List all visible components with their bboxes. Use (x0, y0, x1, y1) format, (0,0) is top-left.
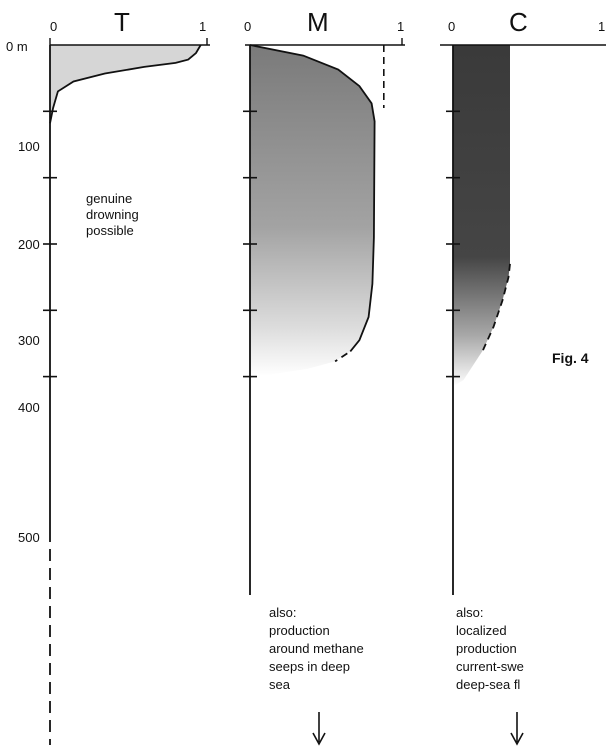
area-fill (250, 45, 375, 377)
panel-title: M (307, 7, 329, 37)
note-line: drowning (86, 207, 139, 222)
depth-unit-label: 0 m (6, 39, 28, 54)
x-tick-label: 0 (448, 19, 455, 34)
depth-tick-label: 100 (18, 139, 40, 154)
panel-title: C (509, 7, 528, 37)
depth-tick-label: 300 (18, 333, 40, 348)
panel-title: T (114, 7, 130, 37)
note-line: localized (456, 623, 507, 638)
arrow-down-icon (511, 712, 523, 744)
note-line: deep-sea fl (456, 677, 520, 692)
x-tick-label: 0 (50, 19, 57, 34)
panel-t: T 0 1 genuine drowning possible (43, 7, 210, 745)
depth-tick-label: 500 (18, 530, 40, 545)
panel-m: M 0 1 also: production around methane se… (243, 7, 405, 744)
x-tick-label: 1 (397, 19, 404, 34)
note-line: also: (456, 605, 483, 620)
arrow-down-icon (313, 712, 325, 744)
panel-c: C 0 1 also: localized production current… (440, 7, 606, 744)
x-tick-label: 0 (244, 19, 251, 34)
x-tick-label: 1 (598, 19, 605, 34)
note-line: seeps in deep (269, 659, 350, 674)
depth-tick-label: 200 (18, 237, 40, 252)
depth-axis: 0 m 100 200 300 400 500 (6, 39, 40, 545)
x-tick-label: 1 (199, 19, 206, 34)
note-line: sea (269, 677, 291, 692)
area-fill (50, 45, 201, 123)
area-fill (453, 45, 510, 387)
figure-label: Fig. 4 (552, 350, 589, 366)
note-line: around methane (269, 641, 364, 656)
note-line: also: (269, 605, 296, 620)
note-line: current-swe (456, 659, 524, 674)
note-line: possible (86, 223, 134, 238)
note-line: production (269, 623, 330, 638)
depth-tick-label: 400 (18, 400, 40, 415)
note-line: genuine (86, 191, 132, 206)
note-line: production (456, 641, 517, 656)
